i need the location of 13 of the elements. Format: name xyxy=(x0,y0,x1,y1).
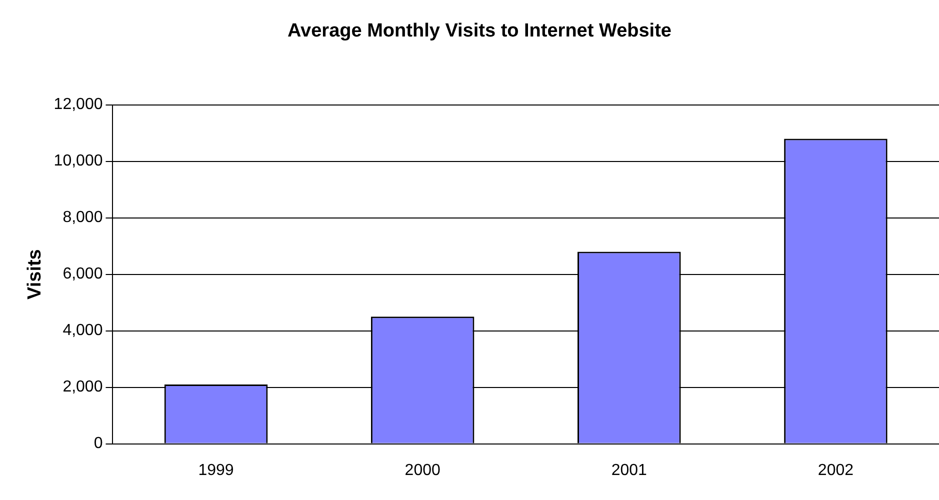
x-tick-label: 1999 xyxy=(198,462,234,479)
y-tick-label: 6,000 xyxy=(62,266,103,283)
y-tick-label: 0 xyxy=(94,435,103,452)
chart-title: Average Monthly Visits to Internet Website xyxy=(288,20,672,42)
y-axis-title: Visits xyxy=(24,249,46,300)
y-tick-label: 4,000 xyxy=(62,322,103,340)
x-tick-label: 2000 xyxy=(404,462,440,479)
y-tick-label: 8,000 xyxy=(62,209,103,226)
y-tick-label: 12,000 xyxy=(54,96,103,114)
x-tick-label: 2001 xyxy=(611,462,648,479)
y-tick-label: 2,000 xyxy=(62,378,103,396)
x-tick-label: 2002 xyxy=(818,462,854,479)
y-tick-label: 10,000 xyxy=(54,152,103,170)
